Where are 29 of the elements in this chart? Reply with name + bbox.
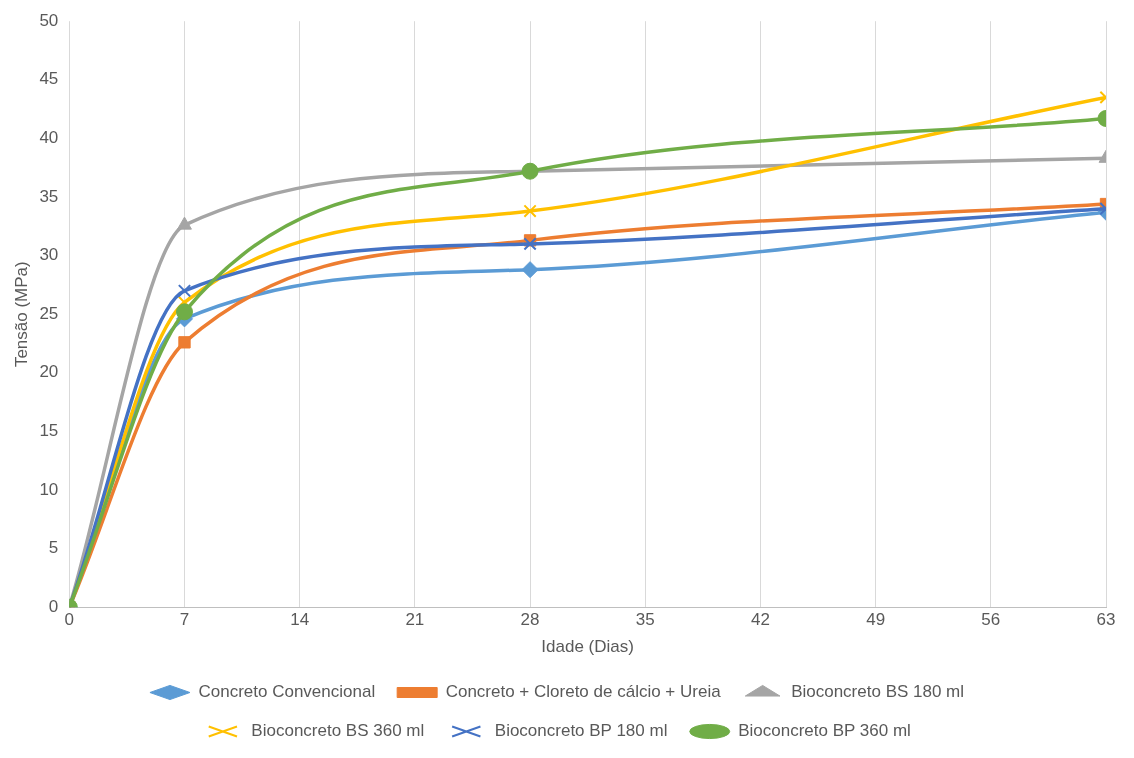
x-tick-label: 35 [635,610,655,630]
legend-label: Bioconcreto BP 360 ml [738,721,911,741]
x-tick-label: 56 [981,610,1001,630]
legend-label: Concreto + Cloreto de cálcio + Ureia [445,682,722,702]
y-tick-label: 15 [39,421,59,441]
y-tick-label: 40 [39,128,59,148]
x-axis-title: Idade (Dias) [541,637,634,657]
x-tick-label: 14 [290,610,310,630]
y-tick-label: 45 [39,69,59,89]
y-tick-label: 5 [48,538,59,558]
y-tick-label: 20 [39,362,59,382]
x-tick-label: 7 [179,610,190,630]
x-tick-label: 0 [64,610,75,630]
x-tick-label: 49 [866,610,886,630]
y-tick-label: 30 [39,245,59,265]
y-axis-title: Tensão (MPa) [11,261,31,368]
legend-label: Concreto Convencional [198,682,376,702]
x-tick-label: 63 [1096,610,1116,630]
y-tick-label: 35 [39,186,59,206]
x-tick-label: 28 [520,610,540,630]
legend-label: Bioconcreto BS 360 ml [251,721,425,741]
y-tick-label: 25 [39,303,59,323]
y-tick-label: 0 [48,596,59,616]
legend-label: Bioconcreto BP 180 ml [494,721,668,741]
y-tick-label: 10 [39,479,59,499]
y-tick-label: 50 [39,10,59,30]
x-tick-label: 42 [750,610,770,630]
legend-label: Bioconcreto BS 180 ml [791,682,965,702]
x-tick-label: 21 [405,610,425,630]
